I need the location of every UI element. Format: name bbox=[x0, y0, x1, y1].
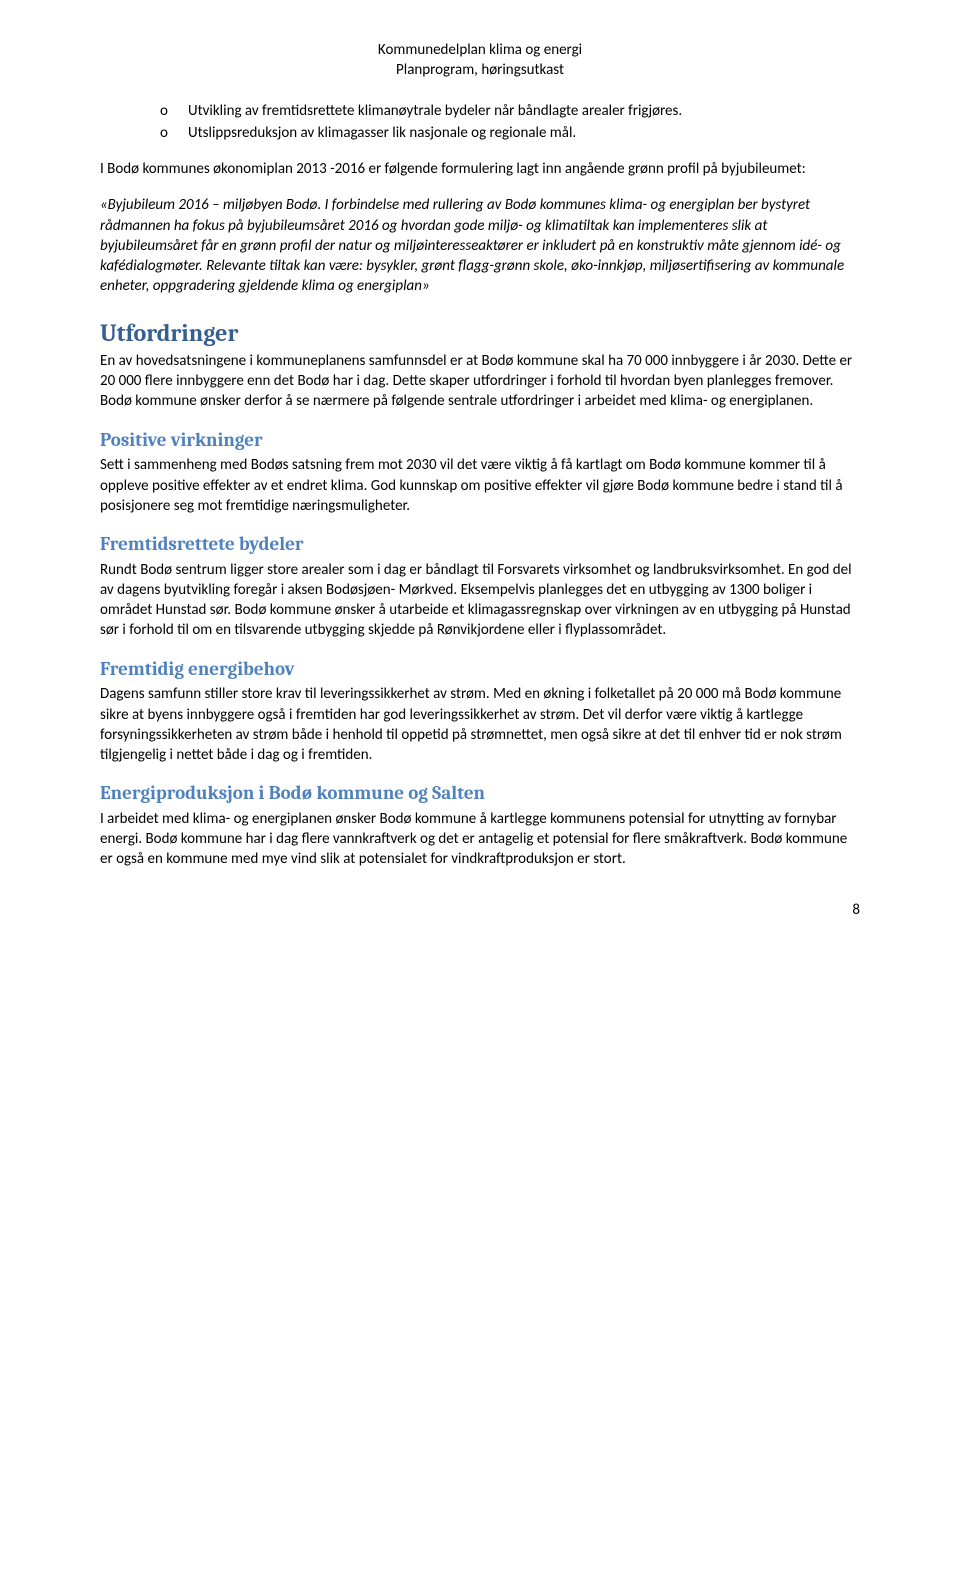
body-utfordringer: En av hovedsatsningene i kommuneplanens … bbox=[100, 351, 860, 412]
header-line-2: Planprogram, høringsutkast bbox=[100, 60, 860, 80]
bullet-text: Utslippsreduksjon av klimagasser lik nas… bbox=[188, 123, 576, 143]
body-positive: Sett i sammenheng med Bodøs satsning fre… bbox=[100, 455, 860, 516]
body-energibehov: Dagens samfunn stiller store krav til le… bbox=[100, 684, 860, 765]
heading-energibehov: Fremtidig energibehov bbox=[100, 657, 860, 683]
intro-paragraph: I Bodø kommunes økonomiplan 2013 -2016 e… bbox=[100, 159, 860, 179]
bullet-list: o Utvikling av fremtidsrettete klimanøyt… bbox=[100, 101, 860, 144]
bullet-marker: o bbox=[160, 101, 188, 121]
body-fremtidsrettete: Rundt Bodø sentrum ligger store arealer … bbox=[100, 560, 860, 641]
heading-energiproduksjon: Energiproduksjon i Bodø kommune og Salte… bbox=[100, 781, 860, 807]
header-line-1: Kommunedelplan klima og energi bbox=[100, 40, 860, 60]
heading-fremtidsrettete: Fremtidsrettete bydeler bbox=[100, 532, 860, 558]
heading-utfordringer: Utfordringer bbox=[100, 317, 860, 349]
body-energiproduksjon: I arbeidet med klima- og energiplanen øn… bbox=[100, 809, 860, 870]
bullet-text: Utvikling av fremtidsrettete klimanøytra… bbox=[188, 101, 682, 121]
bullet-marker: o bbox=[160, 123, 188, 143]
quote-paragraph: «Byjubileum 2016 – miljøbyen Bodø. I for… bbox=[100, 195, 860, 296]
page-header: Kommunedelplan klima og energi Planprogr… bbox=[100, 40, 860, 81]
heading-positive: Positive virkninger bbox=[100, 428, 860, 454]
list-item: o Utvikling av fremtidsrettete klimanøyt… bbox=[160, 101, 860, 121]
page-number: 8 bbox=[100, 900, 860, 920]
list-item: o Utslippsreduksjon av klimagasser lik n… bbox=[160, 123, 860, 143]
